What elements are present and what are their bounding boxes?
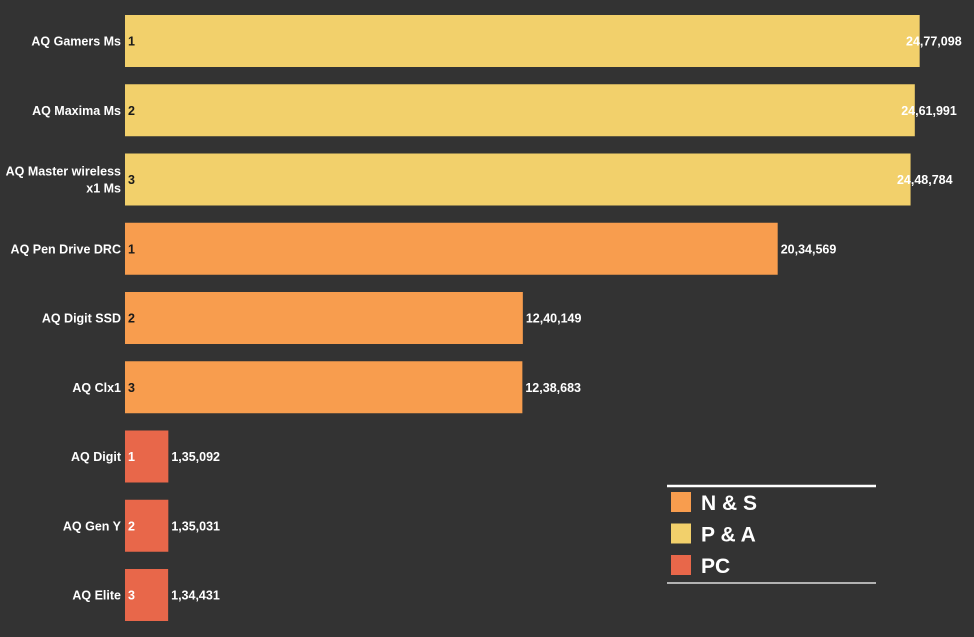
bar-row: AQ Elite 3 1,34,431 — [72, 569, 220, 621]
bar — [125, 430, 169, 483]
category-label: AQ Elite — [72, 589, 121, 603]
legend: N & S P & A PC — [667, 484, 876, 584]
bar-row: AQ Maxima Ms 2 24,61,991 — [32, 84, 957, 137]
category-label: AQ Clx1 — [72, 381, 121, 395]
category-label: AQ Digit SSD — [42, 312, 121, 326]
bar — [125, 499, 169, 552]
legend-item: P & A — [671, 523, 756, 547]
rank-label: 1 — [128, 35, 135, 49]
bar — [125, 222, 778, 275]
rank-label: 3 — [128, 381, 135, 395]
legend-label: N & S — [701, 492, 757, 515]
value-label: 20,34,569 — [781, 242, 837, 256]
legend-item: PC — [671, 555, 730, 578]
value-label: 1,34,431 — [171, 589, 220, 603]
bars-layer: AQ Gamers Ms 1 24,77,098 AQ Maxima Ms 2 24,61… — [6, 15, 962, 621]
rank-label: 1 — [128, 242, 135, 256]
rank-label: 2 — [128, 519, 135, 533]
legend-label: P & A — [701, 524, 756, 547]
category-label: x1 Ms — [86, 182, 121, 196]
bar-row: AQ Digit 1 1,35,092 — [71, 430, 220, 483]
value-label: 24,77,098 — [906, 35, 962, 49]
bar-row: AQ Clx1 3 12,38,683 — [72, 361, 581, 414]
value-label: 24,48,784 — [897, 173, 953, 187]
value-label: 12,38,683 — [525, 381, 581, 395]
rank-label: 2 — [128, 312, 135, 326]
legend-swatch — [671, 555, 691, 575]
legend-items: N & S P & A PC — [671, 492, 757, 578]
rank-label: 1 — [128, 450, 135, 464]
category-label: AQ Maxima Ms — [32, 104, 121, 118]
value-label: 1,35,092 — [171, 450, 220, 464]
bar — [125, 15, 920, 67]
rank-label: 2 — [128, 104, 135, 118]
category-label: AQ Gamers Ms — [31, 35, 121, 49]
category-label: AQ Digit — [71, 450, 122, 464]
rank-label: 3 — [128, 589, 135, 603]
bar-row: AQ Gen Y 2 1,35,031 — [63, 499, 220, 552]
legend-item: N & S — [671, 492, 757, 515]
bar — [125, 153, 911, 206]
bar-row: AQ Gamers Ms 1 24,77,098 — [31, 15, 962, 67]
value-label: 12,40,149 — [526, 312, 582, 326]
legend-swatch — [671, 523, 691, 544]
category-label: AQ Pen Drive DRC — [11, 242, 121, 256]
value-label: 24,61,991 — [901, 104, 957, 118]
bar-row: AQ Master wireless x1 Ms 3 24,48,784 — [6, 153, 953, 206]
bar — [125, 292, 523, 344]
category-label: AQ Master wireless — [6, 165, 121, 179]
bar-row: AQ Digit SSD 2 12,40,149 — [42, 292, 582, 344]
bar-row: AQ Pen Drive DRC 1 20,34,569 — [11, 222, 837, 275]
bar — [125, 569, 169, 621]
category-label: AQ Gen Y — [63, 519, 122, 533]
legend-label: PC — [701, 555, 730, 578]
legend-swatch — [671, 492, 691, 512]
bar — [125, 361, 523, 414]
value-label: 1,35,031 — [171, 519, 220, 533]
bar — [125, 84, 915, 137]
rank-label: 3 — [128, 173, 135, 187]
